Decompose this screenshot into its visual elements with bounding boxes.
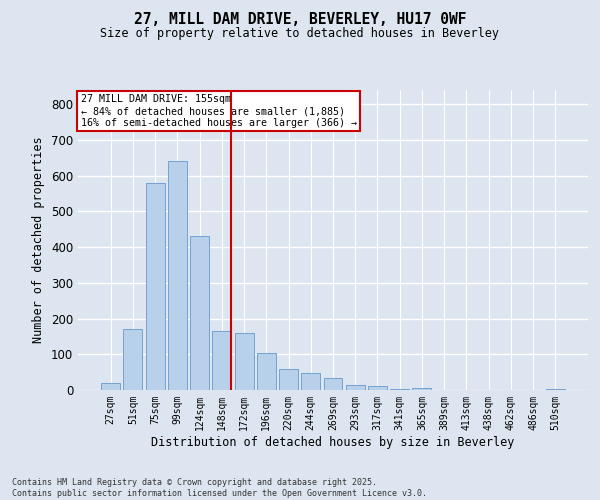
Bar xyxy=(368,386,387,390)
Bar xyxy=(190,236,209,390)
Text: Contains HM Land Registry data © Crown copyright and database right 2025.
Contai: Contains HM Land Registry data © Crown c… xyxy=(12,478,427,498)
Bar xyxy=(235,333,254,390)
Bar xyxy=(412,388,431,390)
Text: 27 MILL DAM DRIVE: 155sqm
← 84% of detached houses are smaller (1,885)
16% of se: 27 MILL DAM DRIVE: 155sqm ← 84% of detac… xyxy=(80,94,356,128)
X-axis label: Distribution of detached houses by size in Beverley: Distribution of detached houses by size … xyxy=(151,436,515,448)
Bar xyxy=(124,330,142,390)
Bar xyxy=(257,353,276,390)
Bar xyxy=(301,373,320,390)
Bar xyxy=(323,378,343,390)
Bar xyxy=(279,370,298,390)
Bar xyxy=(146,183,164,390)
Bar xyxy=(212,331,231,390)
Bar xyxy=(546,389,565,390)
Bar xyxy=(346,384,365,390)
Bar xyxy=(390,389,409,390)
Text: Size of property relative to detached houses in Beverley: Size of property relative to detached ho… xyxy=(101,28,499,40)
Y-axis label: Number of detached properties: Number of detached properties xyxy=(32,136,46,344)
Text: 27, MILL DAM DRIVE, BEVERLEY, HU17 0WF: 27, MILL DAM DRIVE, BEVERLEY, HU17 0WF xyxy=(134,12,466,28)
Bar xyxy=(168,162,187,390)
Bar xyxy=(101,383,120,390)
